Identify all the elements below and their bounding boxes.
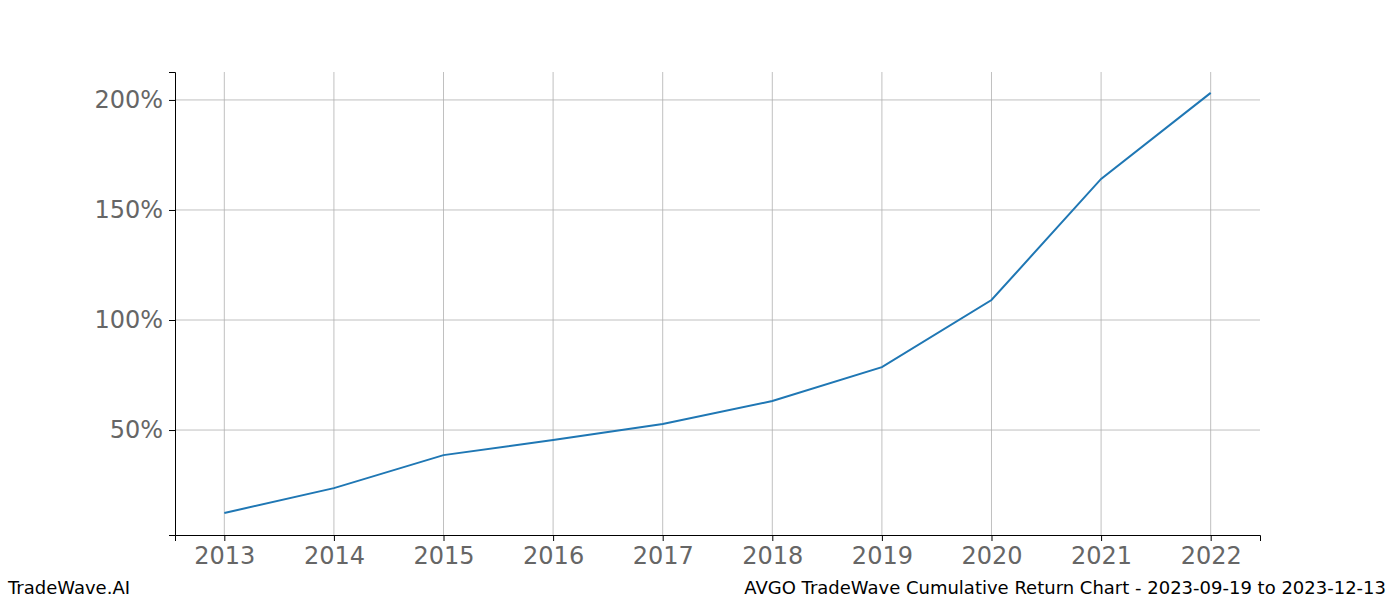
y-tick-label: 50% [110,416,163,444]
x-tick: 2021 [1071,535,1132,570]
x-tick-label: 2021 [1071,542,1132,570]
series-group [224,93,1210,513]
x-tick-mark [663,535,664,541]
grid [175,72,1260,535]
x-tick-label: 2013 [194,542,255,570]
x-tick: 2014 [304,535,365,570]
grid-line-x [1101,72,1102,535]
x-tick: 2018 [742,535,803,570]
grid-line-y [175,99,1260,100]
y-tick-label: 150% [94,196,163,224]
grid-line-y [175,209,1260,210]
x-tick-mark [772,535,773,541]
x-tick-label: 2019 [852,542,913,570]
y-tick-mark [169,100,175,101]
x-tick: 2019 [852,535,913,570]
y-tick: 150% [94,196,175,224]
x-tick-label: 2014 [304,542,365,570]
x-tick-mark [1101,535,1102,541]
x-tick-mark [882,535,883,541]
x-tick: 2013 [194,535,255,570]
grid-line-x [333,72,334,535]
x-tick-mark [224,535,225,541]
x-axis-line [176,536,1261,542]
x-tick: 2015 [413,535,474,570]
grid-line-x [881,72,882,535]
x-tick-label: 2018 [742,542,803,570]
y-tick: 50% [110,416,175,444]
x-tick-label: 2015 [413,542,474,570]
x-tick-mark [444,535,445,541]
x-tick-mark [991,535,992,541]
x-tick-label: 2016 [523,542,584,570]
grid-line-y [175,320,1260,321]
x-tick-mark [1211,535,1212,541]
grid-line-x [772,72,773,535]
x-tick-label: 2017 [633,542,694,570]
grid-line-x [553,72,554,535]
grid-line-x [662,72,663,535]
grid-line-y [175,430,1260,431]
title: AVGO TradeWave Cumulative Return Chart -… [744,577,1386,598]
grid-line-x [991,72,992,535]
y-axis-line [169,73,176,536]
y-tick-label: 100% [94,306,163,334]
x-tick-mark [553,535,554,541]
y-tick: 200% [94,86,175,114]
line [224,93,1210,513]
x-axis: 2013 2014 2015 2016 2017 2018 2019 2020 2021 2022 [176,535,1261,570]
x-tick: 2016 [523,535,584,570]
x-tick: 2022 [1181,535,1242,570]
y-tick-mark [169,320,175,321]
watermark: TradeWave.AI [7,577,130,598]
y-tick-mark [169,430,175,431]
x-tick: 2020 [961,535,1022,570]
x-tick-label: 2022 [1181,542,1242,570]
grid-line-x [224,72,225,535]
y-tick-mark [169,210,175,211]
grid-line-x [1210,72,1211,535]
grid-line-x [443,72,444,535]
plot: 2013 2014 2015 2016 2017 2018 2019 2020 2021 2022… [94,72,1260,570]
y-tick-label: 200% [94,86,163,114]
x-tick: 2017 [633,535,694,570]
y-tick: 100% [94,306,175,334]
x-tick-mark [334,535,335,541]
chart: 2013 2014 2015 2016 2017 2018 2019 2020 2021 2022… [0,0,1400,600]
x-tick-label: 2020 [961,542,1022,570]
y-axis: 50% 100% 150% 200% [94,73,175,536]
